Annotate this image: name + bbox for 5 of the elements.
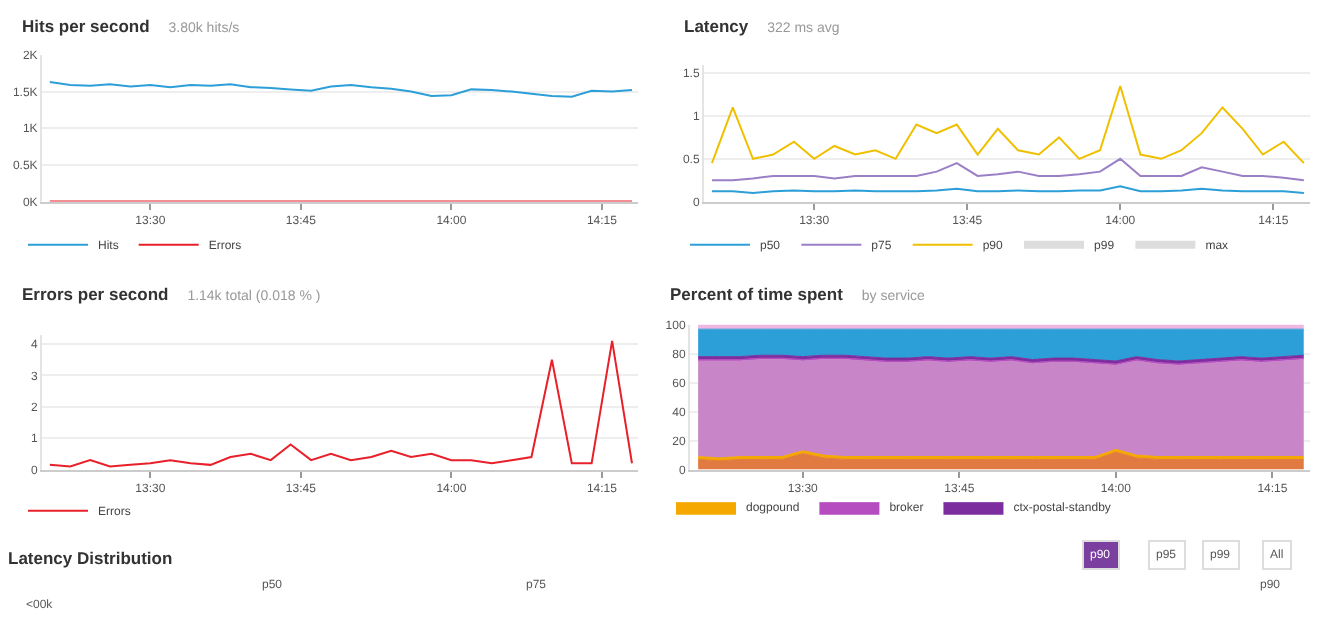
- chart-title: Latency: [684, 16, 749, 36]
- chart-title: Hits per second: [22, 16, 150, 36]
- chart-title: Errors per second: [22, 284, 169, 304]
- text: Latency Distribution: [8, 548, 173, 568]
- chart-title: Percent of time spent: [670, 284, 844, 304]
